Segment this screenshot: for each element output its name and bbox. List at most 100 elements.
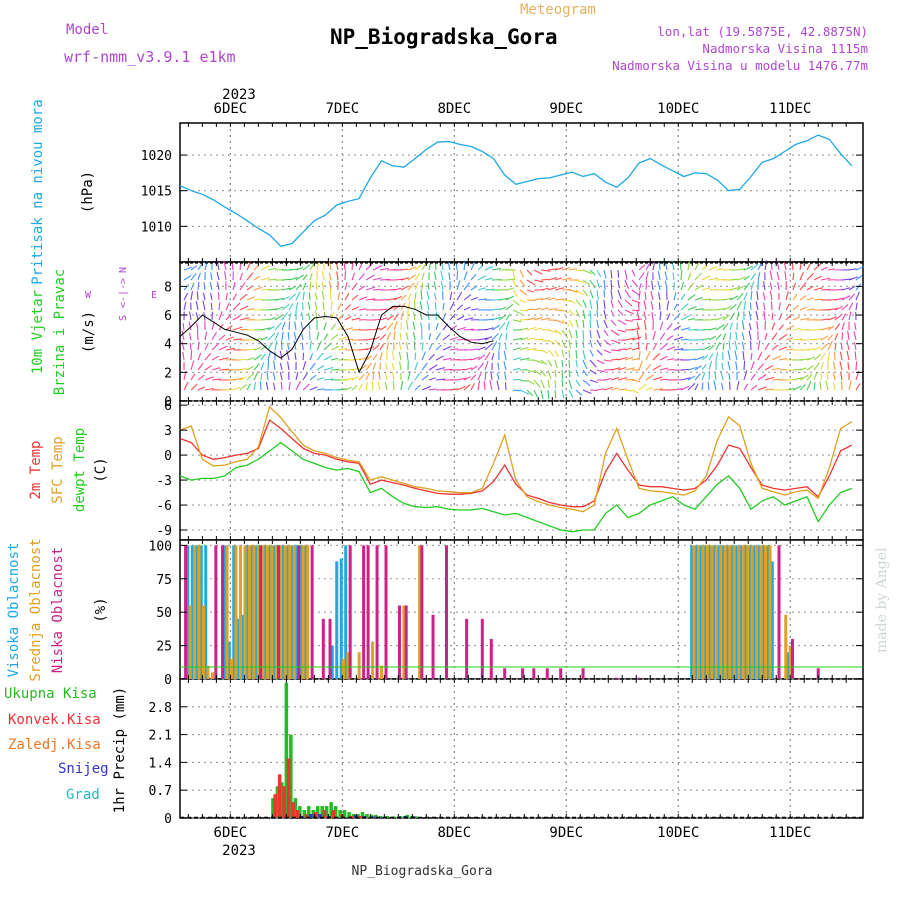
watermark: made by Angel xyxy=(874,547,890,653)
day-label-top: 8DEC xyxy=(437,101,471,117)
y-tick-label: 0.7 xyxy=(149,784,172,799)
bar-srednja-oblacnost xyxy=(733,545,736,679)
bar-niska-oblacnost xyxy=(778,545,781,679)
meteogram-label: Meteogram xyxy=(520,2,596,18)
pressure-unit: (hPa) xyxy=(80,171,96,213)
day-label-bottom: 10DEC xyxy=(657,825,699,841)
wind-ylabel-1: 10m Vjetar xyxy=(30,290,46,374)
bar-niska-oblacnost xyxy=(277,545,280,679)
wind-arrow xyxy=(513,379,520,380)
wind-arrow xyxy=(436,312,437,320)
y-tick-label: 0 xyxy=(164,812,172,827)
wind-arrow xyxy=(583,330,584,340)
y-tick-label: 100 xyxy=(149,539,172,554)
bar-konvek-kisa xyxy=(359,816,363,818)
wind-arrow xyxy=(638,303,639,310)
wind-arrow xyxy=(548,390,549,399)
bar-srednja-oblacnost xyxy=(760,545,763,679)
y-tick-label: 25 xyxy=(156,640,172,655)
y-tick-label: 6 xyxy=(164,309,172,324)
bar-niska-oblacnost xyxy=(311,545,314,679)
temp-unit: (C) xyxy=(93,457,109,482)
bar-srednja-oblacnost xyxy=(728,545,731,679)
temp-ylabel-dewpt: dewpt Temp xyxy=(72,428,88,512)
y-tick-label: -9 xyxy=(156,524,172,539)
wind-arrow xyxy=(240,359,247,360)
bar-srednja-oblacnost xyxy=(234,545,237,679)
bar-niska-oblacnost xyxy=(214,545,217,679)
bar-niska-oblacnost xyxy=(481,619,484,679)
pressure-ylabel: Pritisak na nivou mora xyxy=(30,99,46,284)
wind-arrow xyxy=(793,273,794,280)
bar-niska-oblacnost xyxy=(503,668,506,679)
wind-arrow xyxy=(373,319,380,320)
legend-conv-rain: Konvek.Kisa xyxy=(8,712,101,728)
bar-niska-oblacnost xyxy=(376,545,379,679)
bar-niska-oblacnost xyxy=(398,605,401,679)
bar-niska-oblacnost xyxy=(615,678,618,679)
bar-niska-oblacnost xyxy=(405,605,408,679)
bar-srednja-oblacnost xyxy=(715,545,718,679)
wind-arrow xyxy=(590,320,591,328)
bar-srednja-oblacnost xyxy=(198,545,201,679)
cloud-ylabel-high: Visoka Oblacnost xyxy=(6,543,22,678)
y-tick-label: 3 xyxy=(164,424,172,439)
wind-arrow xyxy=(484,381,485,390)
day-label-top: 9DEC xyxy=(549,101,583,117)
wind-arrow xyxy=(569,350,570,358)
legend-snow: Snijeg xyxy=(58,761,109,777)
model-elevation-text: Nadmorska Visina u modelu 1476.77m xyxy=(612,58,868,73)
wind-arrow xyxy=(197,291,198,300)
wind-arrow xyxy=(842,332,843,340)
y-tick-label: -3 xyxy=(156,474,172,489)
day-label-bottom: 9DEC xyxy=(549,825,583,841)
wind-arrow xyxy=(659,303,660,310)
bar-niska-oblacnost xyxy=(559,668,562,679)
bar-niska-oblacnost xyxy=(297,545,300,679)
bar-srednja-oblacnost xyxy=(755,545,758,679)
wind-arrow xyxy=(191,350,192,360)
bar-niska-oblacnost xyxy=(546,668,549,679)
bar-srednja-oblacnost xyxy=(371,642,374,679)
bar-srednja-oblacnost xyxy=(380,666,383,679)
cloud-ylabel-mid: Srednja Oblacnost xyxy=(28,538,44,681)
wind-arrow xyxy=(856,361,857,370)
cloud-ylabel-low: Niska Oblacnost xyxy=(50,547,66,673)
elevation-text: Nadmorska Visina 1115m xyxy=(702,41,868,56)
bar-srednja-oblacnost xyxy=(746,545,749,679)
bar-niska-oblacnost xyxy=(465,619,468,679)
wind-arrow xyxy=(435,302,436,310)
wind-arrow xyxy=(197,330,198,340)
model-name: wrf-nmm_v3.9.1 e1km xyxy=(64,48,236,66)
wind-arrow xyxy=(289,321,290,330)
bar-visoka-oblacnost xyxy=(335,561,338,679)
y-tick-label: 1010 xyxy=(141,220,172,235)
bar-srednja-oblacnost xyxy=(719,545,722,679)
wind-arrow xyxy=(590,390,598,391)
legend-graupel: Grad xyxy=(66,787,100,803)
bar-srednja-oblacnost xyxy=(252,545,255,679)
pressure-panel xyxy=(180,123,863,262)
day-label-bottom: 11DEC xyxy=(769,825,811,841)
wind-arrow xyxy=(309,292,310,300)
wind-arrow xyxy=(281,382,282,390)
bar-srednja-oblacnost xyxy=(243,545,246,679)
bar-konvek-kisa xyxy=(278,774,282,818)
wind-arrow xyxy=(415,353,416,360)
bar-niska-oblacnost xyxy=(329,619,332,679)
wind-arrow xyxy=(709,289,717,290)
wind-arrow xyxy=(400,333,401,340)
wind-arrow xyxy=(702,329,710,330)
wind-arrow xyxy=(331,369,339,370)
wind-arrow xyxy=(302,343,303,350)
wind-arrow xyxy=(562,370,563,379)
wind-arrow xyxy=(597,310,598,317)
wind-arrow xyxy=(730,332,731,340)
wind-arrow xyxy=(744,361,745,370)
bar-srednja-oblacnost xyxy=(302,545,305,679)
station-title: NP_Biogradska_Gora xyxy=(330,25,558,49)
wind-ylabel-2: Brzina i Pravac xyxy=(52,269,68,395)
wind-arrow xyxy=(814,299,822,300)
wind-unit: (m/s) xyxy=(81,311,97,353)
day-label-top: 11DEC xyxy=(769,101,811,117)
